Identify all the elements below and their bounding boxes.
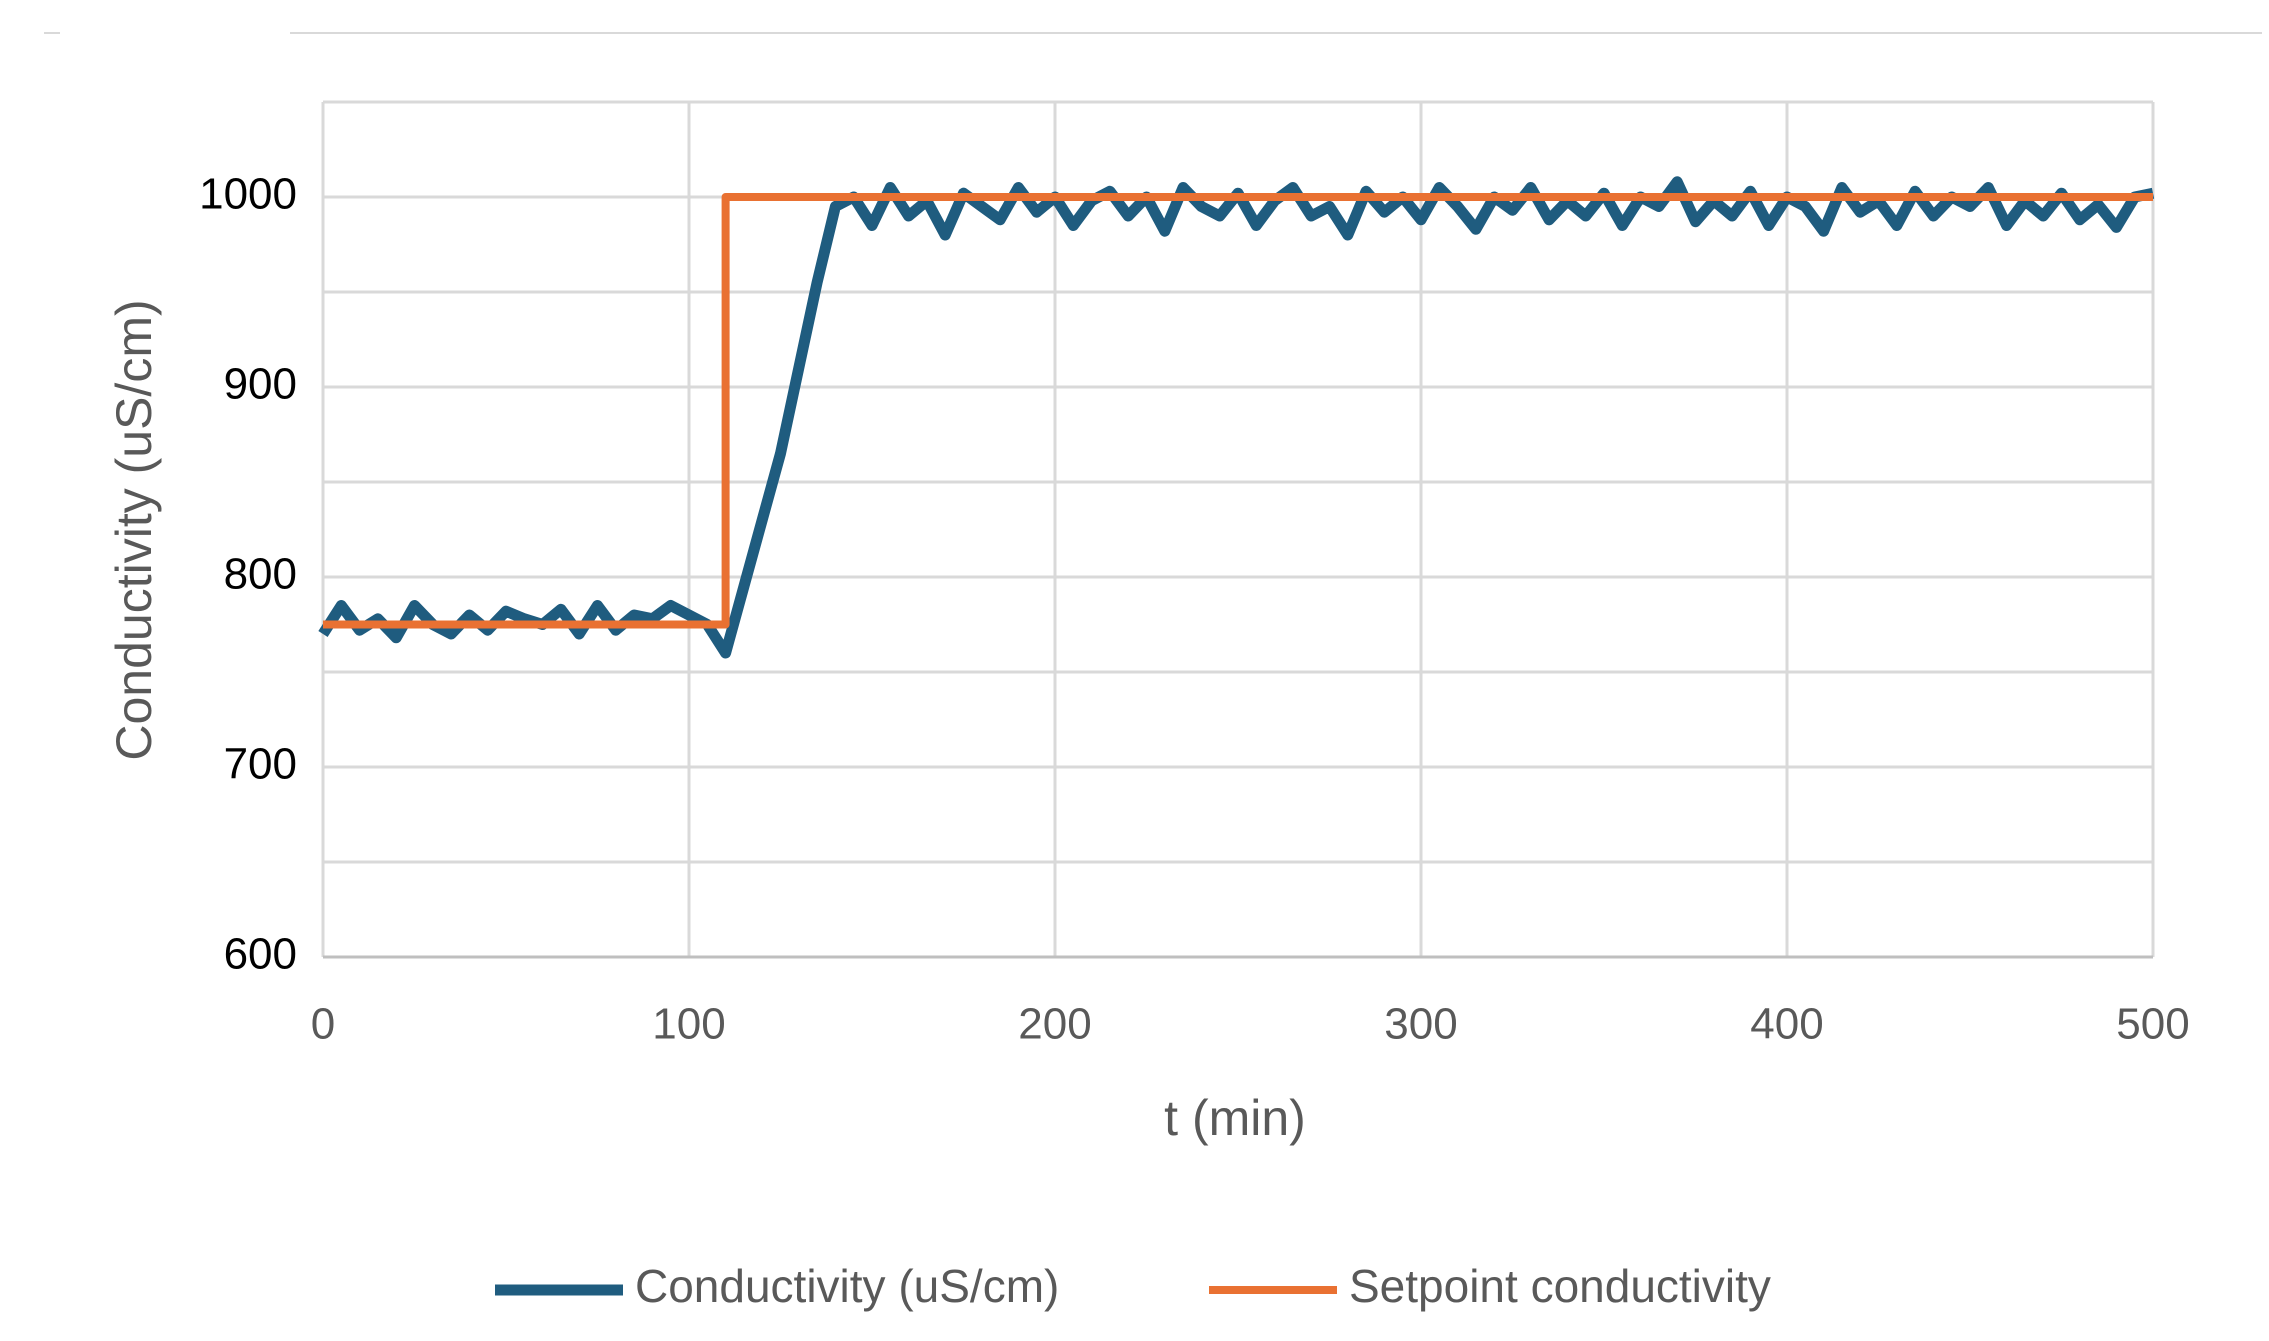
y-tick-label: 700 [224,740,297,789]
y-tick-label: 800 [224,550,297,599]
x-tick-label: 300 [1384,1000,1457,1049]
data-line [318,176,2155,659]
x-tick-label: 400 [1750,1000,1823,1049]
x-tick-label: 100 [652,1000,725,1049]
data-line [323,193,2153,629]
legend-label: Setpoint conductivity [1349,1260,1771,1312]
y-tick-label: 600 [224,930,297,979]
y-tick-label: 900 [224,360,297,409]
x-tick-label: 500 [2116,1000,2189,1049]
y-tick-label: 1000 [199,170,297,219]
y-axis-title: Conductivity (uS/cm) [106,299,162,760]
x-tick-label: 0 [311,1000,335,1049]
x-axis-title: t (min) [1164,1090,1306,1146]
legend-label: Conductivity (uS/cm) [635,1260,1059,1312]
x-tick-label: 200 [1018,1000,1091,1049]
